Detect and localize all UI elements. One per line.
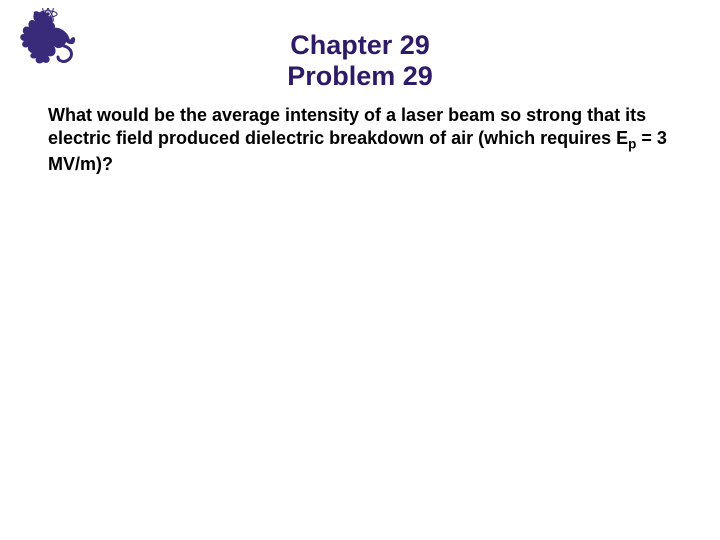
- problem-text-before: What would be the average intensity of a…: [48, 105, 646, 148]
- heading-line-1: Chapter 29: [0, 30, 720, 61]
- mascot-logo: [18, 8, 78, 66]
- heading-line-2: Problem 29: [0, 61, 720, 92]
- slide-heading: Chapter 29 Problem 29: [0, 0, 720, 104]
- problem-statement: What would be the average intensity of a…: [0, 104, 720, 175]
